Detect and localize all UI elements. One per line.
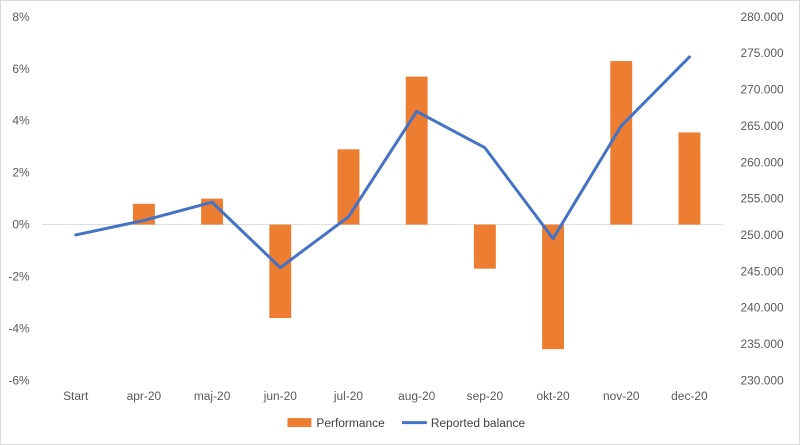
right-axis-ticks: 230.000 235.000 240.000 245.000 250.000 255.0… xyxy=(740,10,784,387)
category-label: dec-20 xyxy=(671,389,708,403)
left-tick-label: -4% xyxy=(8,321,30,335)
performance-bar xyxy=(405,76,428,225)
right-tick-label: 250.000 xyxy=(740,228,784,242)
performance-bar xyxy=(269,224,292,318)
category-label: jun-20 xyxy=(263,389,298,403)
legend-performance-swatch xyxy=(287,418,312,428)
category-labels: Start apr-20 maj-20 jun-20 jul-20 aug-20 sep-2… xyxy=(63,389,708,403)
right-tick-label: 275.000 xyxy=(740,46,784,60)
category-label: Start xyxy=(63,389,89,403)
performance-bar xyxy=(678,132,701,225)
right-tick-label: 280.000 xyxy=(740,10,784,24)
left-tick-label: 6% xyxy=(12,62,30,76)
category-label: aug-20 xyxy=(398,389,436,403)
category-label: okt-20 xyxy=(536,389,570,403)
right-tick-label: 230.000 xyxy=(740,373,784,387)
right-tick-label: 260.000 xyxy=(740,155,784,169)
left-tick-label: 0% xyxy=(12,218,30,232)
left-tick-label: 4% xyxy=(12,114,30,128)
category-label: apr-20 xyxy=(127,389,162,403)
right-tick-label: 235.000 xyxy=(740,337,784,351)
performance-bars xyxy=(132,61,701,350)
right-tick-label: 255.000 xyxy=(740,192,784,206)
category-label: jul-20 xyxy=(333,389,364,403)
legend-performance-label: Performance xyxy=(316,416,385,430)
right-tick-label: 240.000 xyxy=(740,301,784,315)
left-tick-label: -2% xyxy=(8,269,30,283)
category-label: nov-20 xyxy=(603,389,640,403)
performance-bar xyxy=(542,224,565,350)
legend-reported-balance-label: Reported balance xyxy=(431,416,526,430)
performance-bar xyxy=(473,224,496,269)
performance-bar xyxy=(610,61,633,225)
right-tick-label: 270.000 xyxy=(740,83,784,97)
left-axis-ticks: -6% -4% -2% 0% 2% 4% 6% 8% xyxy=(8,10,30,387)
left-tick-label: 2% xyxy=(12,166,30,180)
legend: Performance Reported balance xyxy=(287,416,526,430)
right-tick-label: 265.000 xyxy=(740,119,784,133)
category-label: sep-20 xyxy=(467,389,504,403)
right-tick-label: 245.000 xyxy=(740,264,784,278)
performance-bar xyxy=(337,149,360,225)
category-label: maj-20 xyxy=(194,389,231,403)
left-tick-label: -6% xyxy=(8,373,30,387)
reported-balance-line xyxy=(74,55,691,270)
left-tick-label: 8% xyxy=(12,10,30,24)
